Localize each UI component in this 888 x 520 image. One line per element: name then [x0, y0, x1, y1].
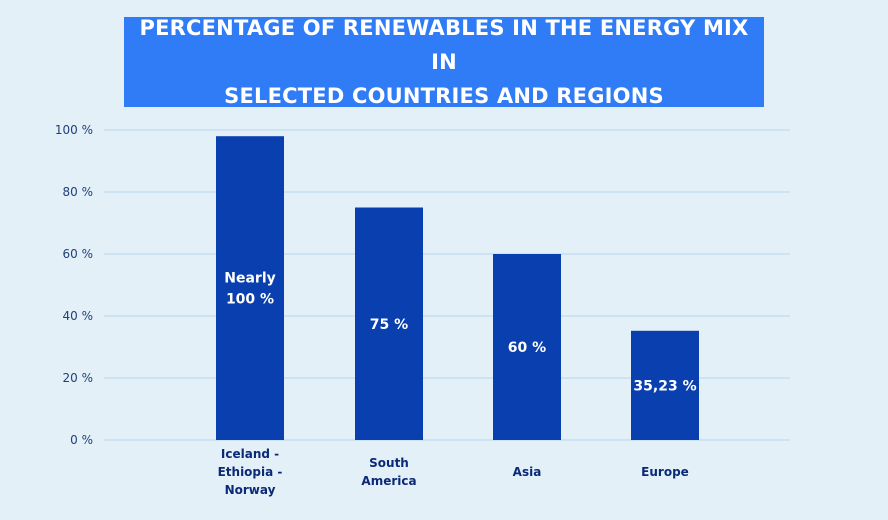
bars — [216, 136, 699, 440]
x-tick-label: Europe — [641, 465, 689, 479]
x-tick-label: Ethiopia - — [218, 465, 283, 479]
y-tick-label: 100 % — [55, 123, 93, 137]
data-label: 35,23 % — [633, 378, 696, 394]
x-tick-label: Norway — [225, 483, 276, 497]
x-axis-labels: Iceland - Ethiopia - Norway South America Asi… — [218, 447, 689, 497]
y-tick-label: 20 % — [63, 371, 94, 385]
x-tick-label: Iceland - — [221, 447, 279, 461]
y-tick-label: 60 % — [63, 247, 94, 261]
chart-title: PERCENTAGE OF RENEWABLES IN THE ENERGY M… — [124, 16, 764, 108]
data-label: 75 % — [370, 317, 408, 333]
y-tick-label: 80 % — [63, 185, 94, 199]
y-tick-label: 40 % — [63, 309, 94, 323]
y-tick-label: 0 % — [70, 433, 93, 447]
data-label: 100 % — [226, 292, 274, 308]
chart-title-line-1: PERCENTAGE OF RENEWABLES IN THE ENERGY M… — [139, 16, 749, 74]
data-labels: Nearly 100 % 75 % 60 % 35,23 % — [224, 271, 696, 395]
bar — [216, 136, 284, 440]
x-tick-label: Asia — [513, 465, 542, 479]
bar — [355, 207, 423, 440]
data-label: Nearly — [224, 271, 276, 287]
data-label: 60 % — [508, 340, 546, 356]
x-tick-label: South — [369, 456, 409, 470]
x-tick-label: America — [361, 474, 416, 488]
bar — [631, 330, 699, 440]
y-axis-ticks: 0 % 20 % 40 % 60 % 80 % 100 % — [55, 123, 93, 447]
chart-title-line-2: SELECTED COUNTRIES AND REGIONS — [224, 84, 664, 108]
bar — [493, 254, 561, 440]
